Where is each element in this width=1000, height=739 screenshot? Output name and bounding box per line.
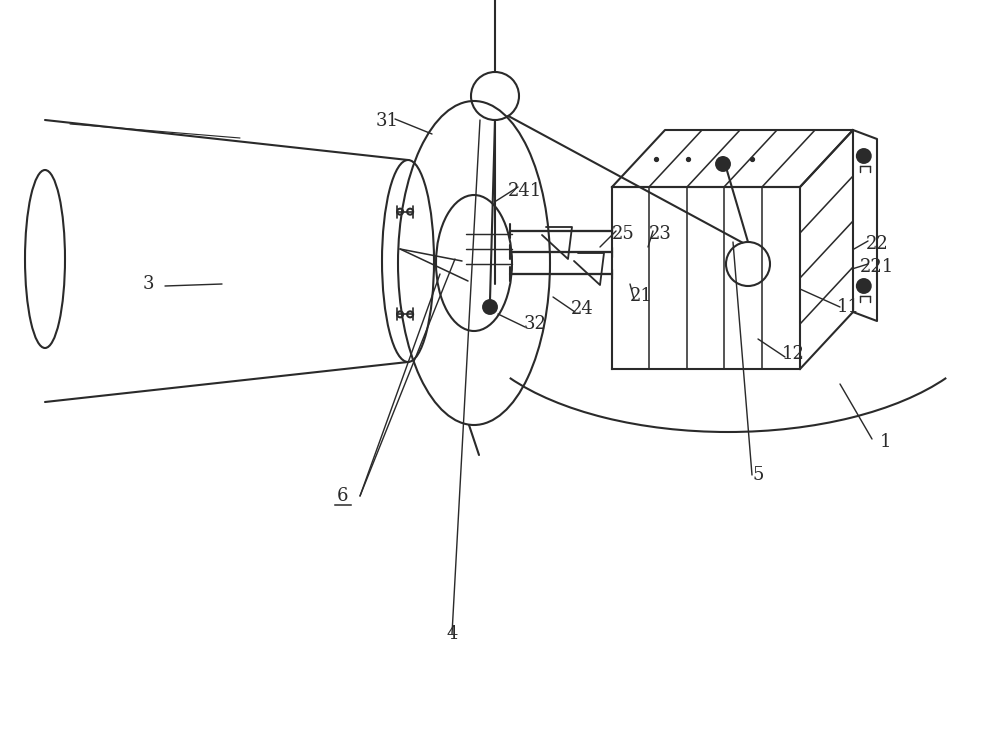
Text: 22: 22 <box>866 235 888 253</box>
Text: 32: 32 <box>524 315 546 333</box>
Text: 3: 3 <box>142 275 154 293</box>
Circle shape <box>483 300 497 314</box>
Text: 25: 25 <box>612 225 634 243</box>
Text: 4: 4 <box>446 625 458 643</box>
Text: 221: 221 <box>860 258 894 276</box>
Text: 12: 12 <box>782 345 804 363</box>
Text: 1: 1 <box>879 433 891 451</box>
Text: 24: 24 <box>571 300 593 318</box>
Text: 23: 23 <box>649 225 671 243</box>
Text: 31: 31 <box>376 112 398 130</box>
Text: 241: 241 <box>508 182 542 200</box>
Circle shape <box>857 149 871 163</box>
Text: 6: 6 <box>337 487 349 505</box>
Circle shape <box>716 157 730 171</box>
Circle shape <box>857 279 871 293</box>
Text: 11: 11 <box>836 298 860 316</box>
Text: 5: 5 <box>752 466 764 484</box>
Text: 21: 21 <box>630 287 652 305</box>
